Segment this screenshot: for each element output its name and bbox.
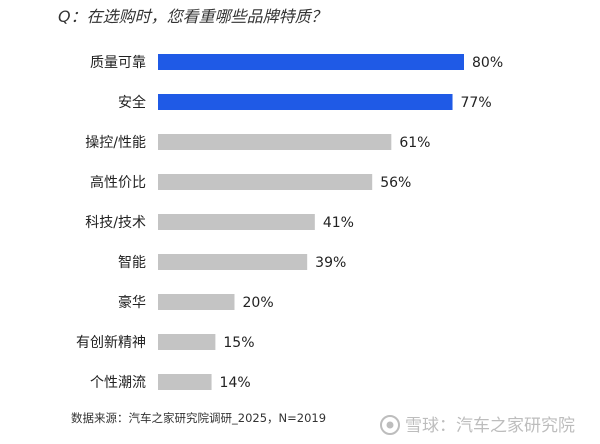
bar bbox=[158, 294, 235, 310]
category-label: 质量可靠 bbox=[90, 55, 146, 71]
category-label: 有创新精神 bbox=[76, 335, 146, 351]
bar-group: 质量可靠 80% 安全 77% 操控/性能 61% 高性价比 56% 科技/技术 41% 智能 39%… bbox=[76, 54, 503, 391]
bar bbox=[158, 254, 308, 270]
value-label: 15% bbox=[223, 335, 254, 351]
bar bbox=[158, 94, 453, 110]
category-label: 豪华 bbox=[118, 295, 146, 311]
bar bbox=[158, 174, 373, 190]
category-label: 高性价比 bbox=[90, 174, 146, 191]
bar bbox=[158, 214, 315, 230]
category-label: 科技/技术 bbox=[85, 215, 146, 231]
value-label: 80% bbox=[472, 55, 503, 71]
value-label: 14% bbox=[220, 375, 251, 391]
snowball-logo-icon bbox=[380, 415, 400, 435]
category-label: 智能 bbox=[118, 255, 146, 271]
data-source: 数据来源：汽车之家研究院调研_2025，N=2019 bbox=[71, 411, 326, 425]
value-label: 41% bbox=[323, 215, 354, 231]
value-label: 56% bbox=[380, 175, 411, 191]
bar bbox=[158, 54, 464, 70]
chart-title: Q：在选购时，您看重哪些品牌特质？ bbox=[58, 7, 327, 26]
bar bbox=[158, 134, 392, 150]
value-label: 39% bbox=[315, 255, 346, 271]
watermark-text: 雪球：汽车之家研究院 bbox=[405, 416, 575, 436]
category-label: 操控/性能 bbox=[85, 135, 146, 151]
value-label: 20% bbox=[243, 295, 274, 311]
value-label: 77% bbox=[461, 95, 492, 111]
bar bbox=[158, 334, 216, 350]
snowball-logo-inner bbox=[386, 421, 394, 429]
category-label: 个性潮流 bbox=[90, 375, 146, 391]
watermark: 雪球：汽车之家研究院 bbox=[380, 415, 575, 436]
value-label: 61% bbox=[399, 135, 430, 151]
bar bbox=[158, 374, 212, 390]
category-label: 安全 bbox=[118, 94, 146, 111]
